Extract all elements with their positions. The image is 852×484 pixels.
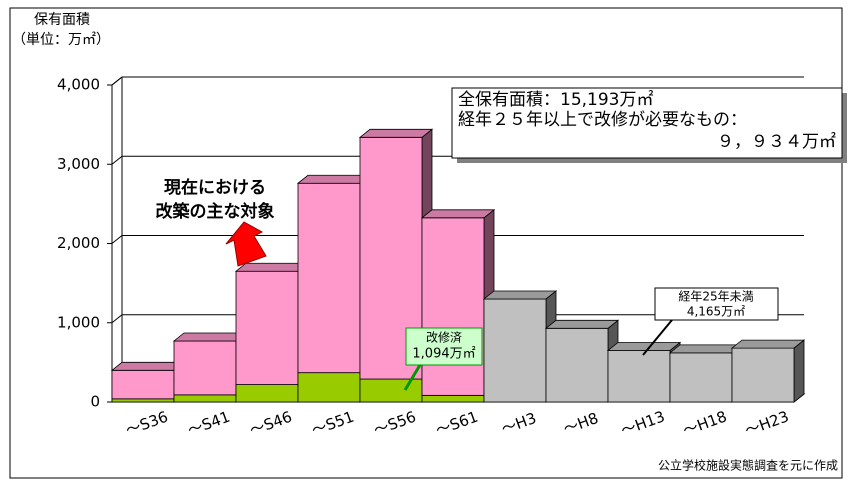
bar-top xyxy=(482,290,558,300)
summary-box xyxy=(451,87,843,159)
y-tick-label: 3,000 xyxy=(57,155,100,173)
bar xyxy=(111,398,175,403)
y-tick-label: 1,000 xyxy=(57,313,100,331)
x-tick-label: ～H8 xyxy=(561,409,601,438)
bar xyxy=(731,347,795,403)
bar-top xyxy=(420,209,496,219)
bar xyxy=(297,182,361,374)
grid-line xyxy=(111,155,123,165)
chart-title: 保有面積 xyxy=(34,12,90,28)
callout-line xyxy=(403,364,422,391)
x-tick-label: ～H13 xyxy=(618,407,667,439)
bar xyxy=(669,352,733,403)
x-tick-label: ～S61 xyxy=(433,408,480,440)
grid-line xyxy=(111,76,123,86)
target-label: 改築の主な対象 xyxy=(156,201,275,222)
bar xyxy=(173,394,237,403)
young-label: 4,165万㎡ xyxy=(687,305,745,319)
bar-top xyxy=(234,262,310,272)
grid-line xyxy=(111,235,123,244)
bar-top xyxy=(172,332,248,342)
bar-side xyxy=(793,339,805,403)
grid-line xyxy=(111,314,123,324)
x-tick-label: ～S41 xyxy=(185,408,232,440)
summary-line: 全保有面積：15,193万㎡ xyxy=(458,90,653,110)
bar xyxy=(235,270,299,385)
y-tick-label: 4,000 xyxy=(57,76,100,94)
bar xyxy=(421,217,485,396)
renovated-box xyxy=(405,327,483,366)
bar-top xyxy=(668,344,744,354)
bar xyxy=(359,378,423,403)
summary-line: 経年２５年以上で改修が必要なもの： xyxy=(458,110,747,130)
bar xyxy=(173,340,237,396)
renovated-label: 1,094万㎡ xyxy=(412,347,475,362)
bar xyxy=(235,384,299,403)
x-tick-label: ～S36 xyxy=(123,408,170,440)
bar xyxy=(421,394,485,403)
bar xyxy=(483,298,547,403)
renovated-label: 改修済 xyxy=(426,330,462,345)
x-tick-label: ～S46 xyxy=(247,408,294,440)
y-tick-label: 0 xyxy=(90,393,100,411)
summary-line: ９，９３４万㎡ xyxy=(717,132,836,152)
x-tick-label: ～H18 xyxy=(680,407,729,439)
bar-top xyxy=(544,319,620,329)
x-tick-label: ～S51 xyxy=(309,408,356,440)
bar xyxy=(297,372,361,403)
young-label: 経年25年未満 xyxy=(678,290,753,304)
bar-top xyxy=(110,361,186,371)
young-box xyxy=(654,287,779,321)
bar-top xyxy=(606,342,682,351)
unit-label: （単位：万㎡） xyxy=(12,32,110,48)
bar xyxy=(545,327,609,403)
x-tick-label: ～S56 xyxy=(371,408,418,440)
arrow xyxy=(225,221,267,267)
frame xyxy=(9,7,843,479)
bar-top xyxy=(730,339,806,349)
bar-top xyxy=(358,128,434,138)
source: 公立学校施設実態調査を元に作成 xyxy=(658,458,838,473)
callout-line xyxy=(642,319,673,356)
x-tick-label: ～H3 xyxy=(499,409,539,438)
y-tick-label: 2,000 xyxy=(57,234,100,252)
bar-top xyxy=(296,174,372,184)
target-label: 現在における xyxy=(164,177,266,198)
bar xyxy=(607,350,671,403)
bar xyxy=(111,369,175,400)
x-tick-label: ～H23 xyxy=(742,407,791,439)
